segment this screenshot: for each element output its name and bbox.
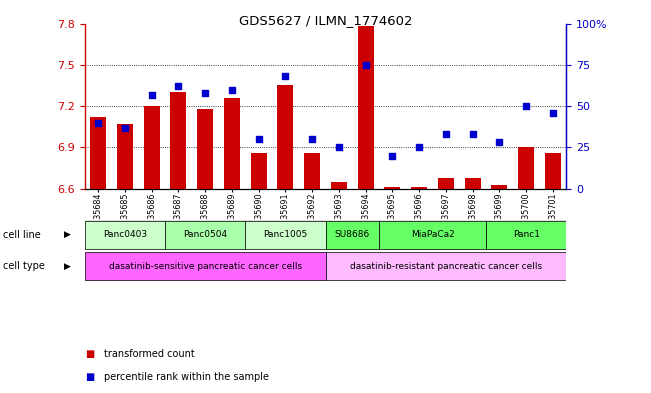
Point (441, 131, 451, 137)
Bar (165, 221, 245, 249)
Bar (379, 221, 486, 249)
Bar (304, 153, 320, 189)
Bar (245, 221, 326, 249)
Bar (90, 117, 106, 189)
Bar (518, 147, 534, 189)
Bar (331, 182, 347, 189)
Text: Panc1005: Panc1005 (263, 230, 307, 239)
Point (173, 83, 184, 90)
Bar (357, 26, 374, 189)
Bar (492, 184, 508, 189)
Point (387, 152, 398, 159)
Point (253, 136, 264, 142)
Bar (277, 85, 294, 189)
Text: ■: ■ (85, 372, 94, 382)
Text: ▶: ▶ (64, 262, 71, 271)
Point (521, 103, 531, 109)
Point (280, 73, 290, 79)
Text: cell type: cell type (3, 261, 45, 271)
Bar (438, 178, 454, 189)
Point (307, 136, 317, 142)
Bar (251, 153, 267, 189)
Text: SU8686: SU8686 (335, 230, 370, 239)
Bar (143, 106, 159, 189)
Point (93, 119, 104, 126)
Text: ▶: ▶ (64, 230, 71, 239)
Bar (411, 187, 427, 189)
Text: transformed count: transformed count (104, 349, 195, 359)
Text: Panc0504: Panc0504 (183, 230, 227, 239)
Text: percentile rank within the sample: percentile rank within the sample (104, 372, 269, 382)
Point (120, 125, 130, 131)
Bar (117, 124, 133, 189)
Point (494, 139, 505, 145)
Bar (85, 221, 165, 249)
Point (227, 86, 237, 93)
Point (200, 90, 210, 96)
Point (547, 110, 558, 116)
Point (146, 92, 157, 98)
Text: Panc1: Panc1 (513, 230, 540, 239)
Bar (85, 252, 326, 281)
Bar (171, 92, 186, 189)
Point (467, 131, 478, 137)
Point (361, 62, 371, 68)
Bar (326, 252, 566, 281)
Text: GDS5627 / ILMN_1774602: GDS5627 / ILMN_1774602 (239, 14, 412, 27)
Bar (545, 153, 561, 189)
Text: dasatinib-sensitive pancreatic cancer cells: dasatinib-sensitive pancreatic cancer ce… (109, 262, 301, 271)
Bar (197, 109, 213, 189)
Point (334, 144, 344, 151)
Text: cell line: cell line (3, 230, 41, 240)
Bar (384, 187, 400, 189)
Bar (486, 221, 566, 249)
Text: MiaPaCa2: MiaPaCa2 (411, 230, 454, 239)
Text: Panc0403: Panc0403 (103, 230, 147, 239)
Text: ■: ■ (85, 349, 94, 359)
Bar (326, 221, 379, 249)
Bar (224, 98, 240, 189)
Text: dasatinib-resistant pancreatic cancer cells: dasatinib-resistant pancreatic cancer ce… (350, 262, 542, 271)
Bar (465, 178, 480, 189)
Point (414, 144, 424, 151)
